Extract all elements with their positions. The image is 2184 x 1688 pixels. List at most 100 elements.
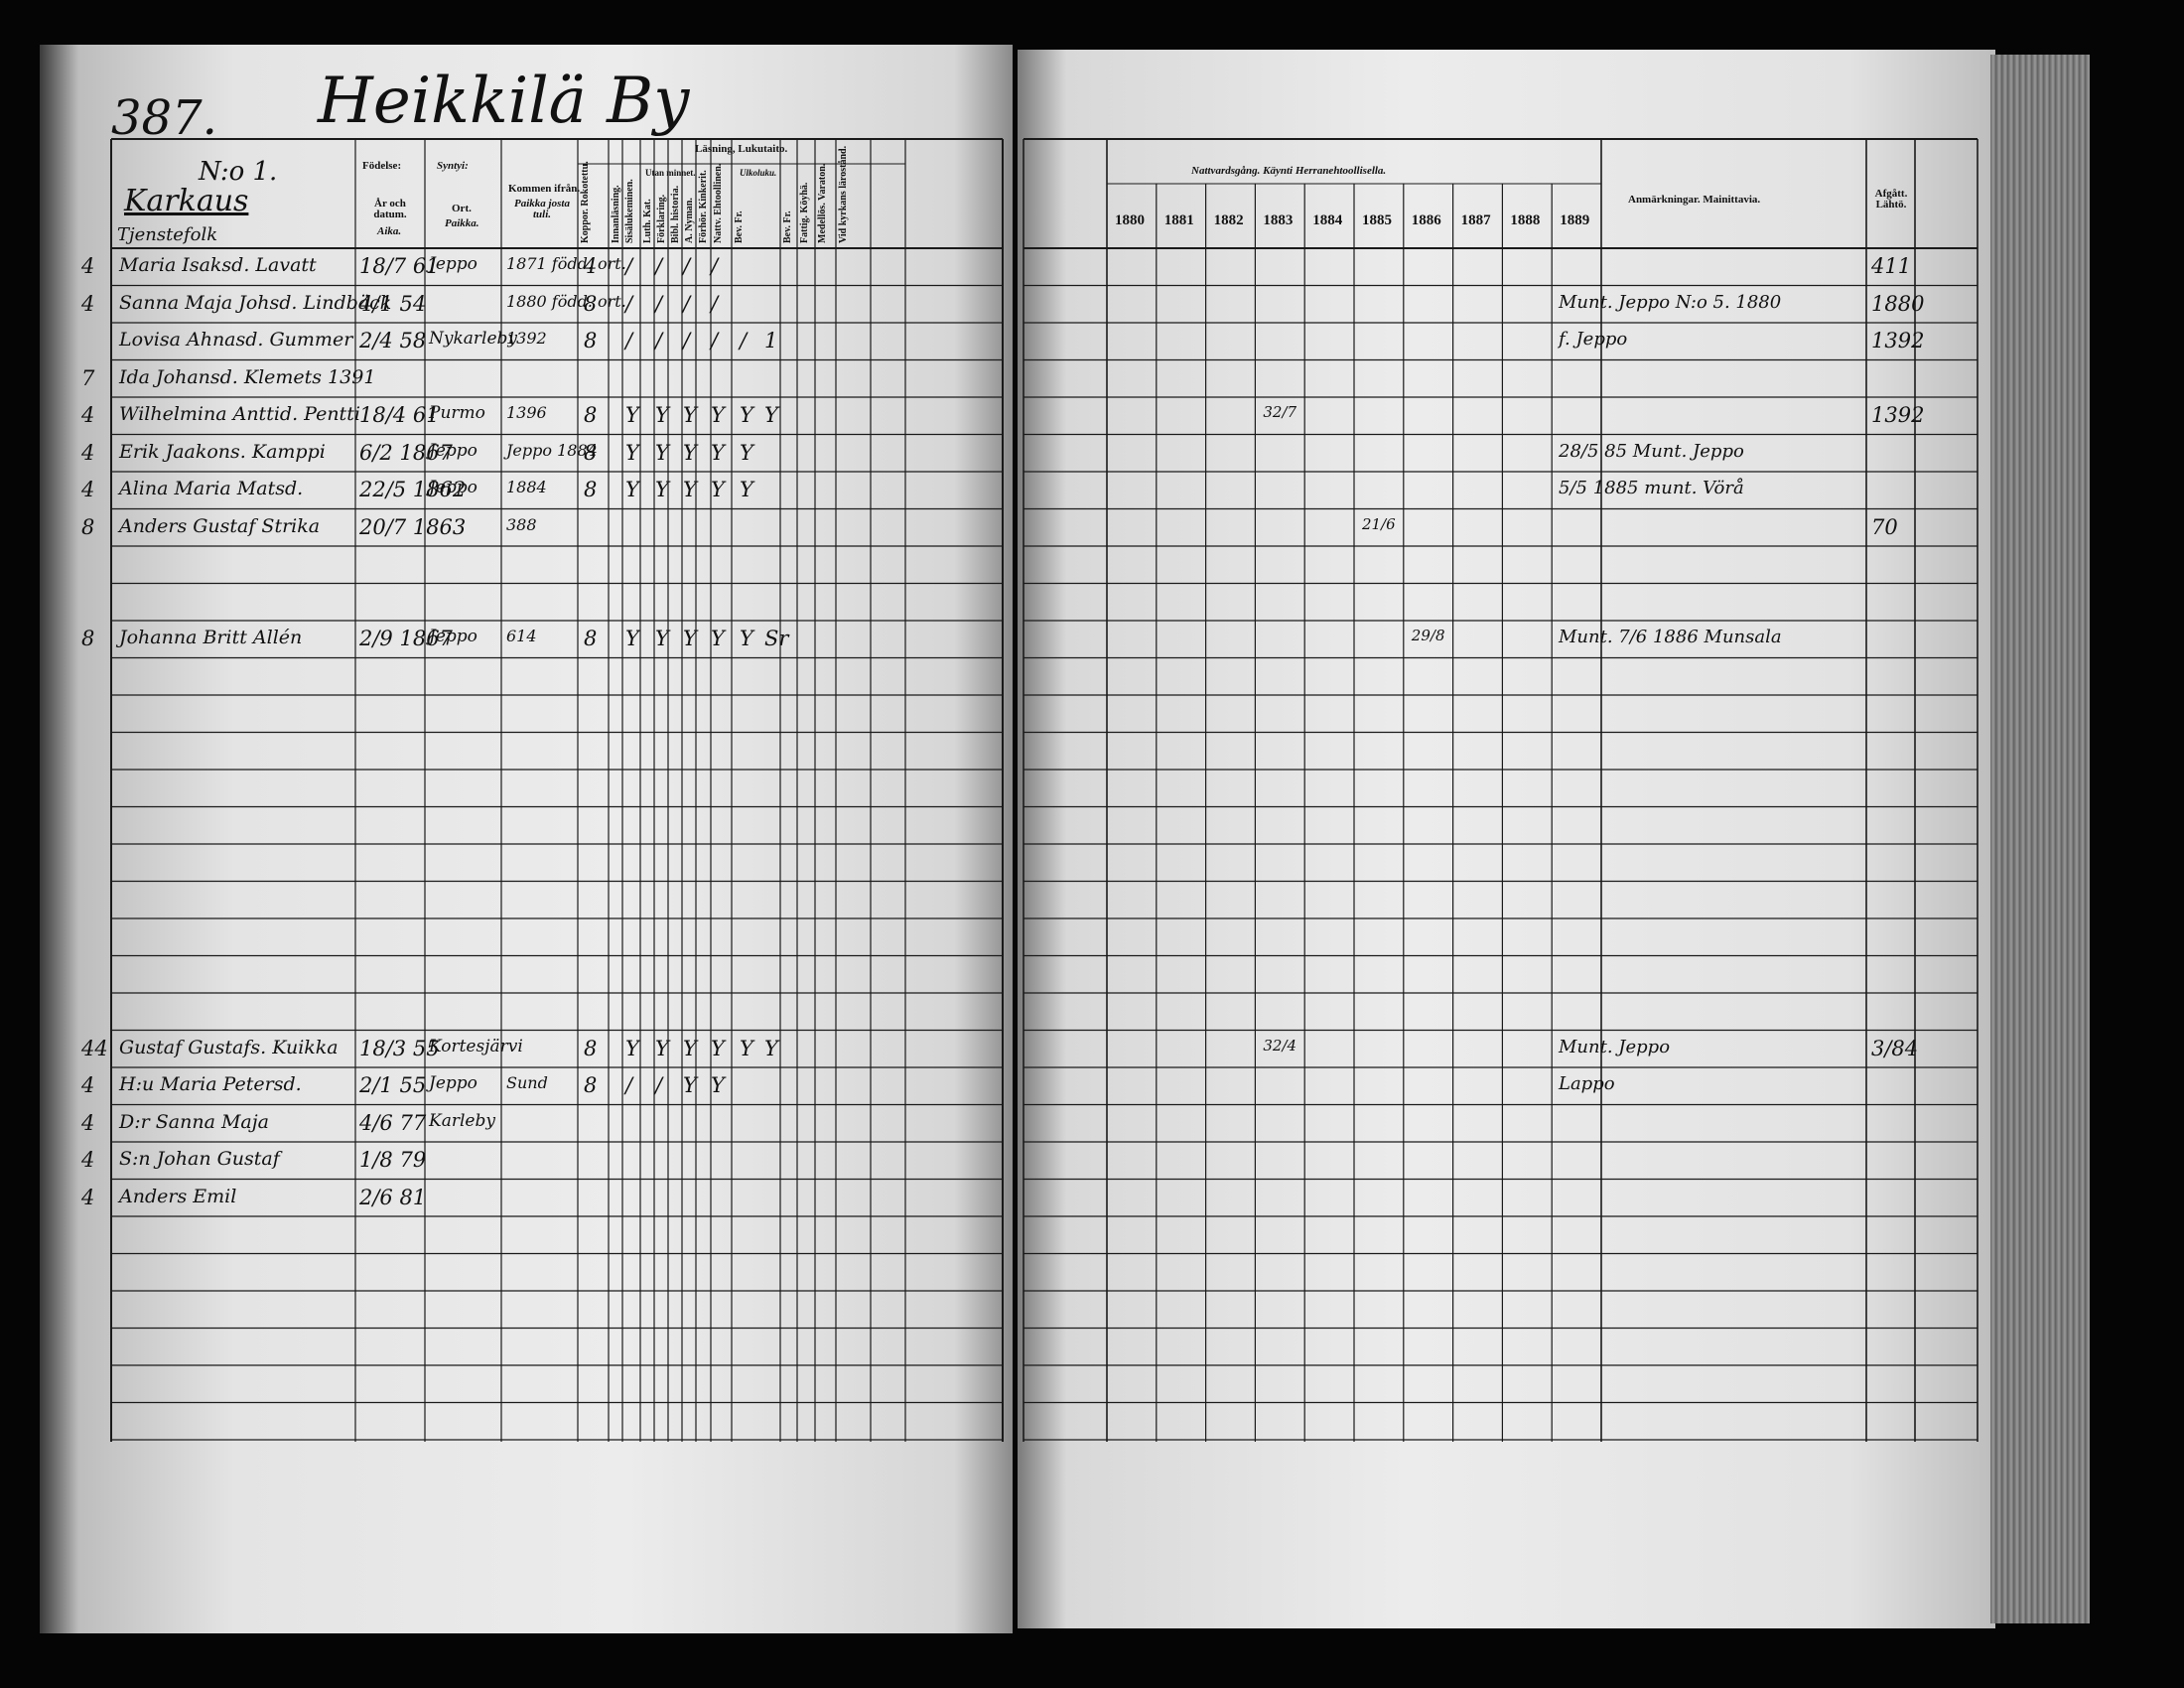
year-header: 1884 — [1312, 212, 1343, 228]
person-name: Wilhelmina Anttid. Pentti — [119, 403, 360, 425]
reading-mark: Sr — [764, 627, 789, 650]
year-header: 1881 — [1163, 212, 1194, 228]
departed: 411 — [1871, 254, 1912, 278]
person-name: Maria Isaksd. Lavatt — [119, 254, 317, 276]
header-remarks: Anmärkningar. Mainittavia. — [1628, 194, 1761, 206]
remark: Lappo — [1559, 1073, 1615, 1094]
reading-mark: Y — [740, 1036, 753, 1060]
book-edge — [1990, 55, 2090, 1623]
reading-mark: Y — [711, 478, 725, 501]
reading-mark: Y — [711, 1073, 725, 1097]
came-from: 1396 — [506, 403, 547, 422]
reading-mark: / — [683, 254, 691, 278]
birth-date: 20/7 1863 — [359, 514, 467, 539]
reading-mark: 8 — [584, 291, 598, 316]
came-from: 1884 — [506, 478, 547, 496]
reading-mark: Y — [683, 1073, 697, 1097]
reading-mark: Y — [711, 440, 725, 465]
year-header: 1885 — [1362, 212, 1392, 228]
birth-date: 2/1 55 — [359, 1073, 427, 1097]
header-by-heart: Utan minnet. — [645, 168, 696, 178]
reading-mark: / — [655, 1073, 663, 1097]
page-number: 387. — [111, 90, 217, 146]
section-label: Tjenstefolk — [117, 224, 218, 245]
remark: f. Jeppo — [1559, 329, 1628, 350]
year-header: 1887 — [1460, 212, 1491, 228]
birth-place: Jeppo — [429, 440, 478, 461]
row-marker: 4 — [81, 1185, 95, 1209]
reading-mark: / — [683, 291, 691, 316]
person-name: S:n Johan Gustaf — [119, 1148, 280, 1170]
header-year-date-fi: Aika. — [377, 225, 402, 237]
birth-place: Jeppo — [429, 1073, 478, 1093]
birth-place: Jeppo — [429, 627, 478, 646]
reading-mark: Y — [625, 1036, 639, 1060]
reading-mark: / — [655, 329, 663, 352]
year-header: 1889 — [1560, 212, 1590, 228]
person-name: Erik Jaakons. Kamppi — [119, 440, 326, 463]
birth-date: 4/6 77 — [359, 1110, 427, 1135]
row-marker: 4 — [81, 478, 95, 501]
reading-mark: Y — [740, 627, 753, 650]
birth-place: Nykarleby — [429, 329, 518, 349]
header-communion: Nattvardsgång. Käynti Herranehtoollisell… — [1191, 165, 1387, 177]
birth-place: Jeppo — [429, 478, 478, 497]
column-header: Koppor. Rokotettu. — [580, 161, 591, 243]
reading-mark: / — [625, 329, 633, 352]
column-header: Vid kyrkans lärostånd. — [838, 145, 849, 243]
birth-date: 2/6 81 — [359, 1185, 427, 1209]
column-header: Sisälukeminen. — [624, 179, 635, 243]
column-header: Bibl. historia. — [670, 185, 681, 243]
column-header: Innanläsning. — [611, 185, 621, 243]
person-name: Ida Johansd. Klemets 1391 — [119, 365, 376, 388]
column-header: Luth. Kat. — [642, 199, 653, 243]
person-name: Lovisa Ahnasd. Gummer — [119, 329, 353, 351]
year-header: 1886 — [1411, 212, 1441, 228]
header-birth: Födelse: — [362, 160, 402, 172]
row-marker: 44 — [81, 1036, 108, 1060]
birth-date: 22/5 1862 — [359, 478, 467, 501]
came-from: 1880 född. ort. — [506, 291, 626, 311]
reading-mark: Y — [625, 478, 639, 501]
reading-mark: Y — [683, 478, 697, 501]
reading-mark: / — [683, 329, 691, 352]
reading-mark: Y — [764, 403, 778, 427]
came-from: 388 — [506, 514, 537, 534]
year-header: 1880 — [1115, 212, 1145, 228]
reading-mark: Y — [655, 403, 669, 427]
person-name: H:u Maria Petersd. — [119, 1073, 302, 1095]
person-name: Anders Gustaf Strika — [119, 514, 321, 537]
person-name: Sanna Maja Johsd. Lindbäck — [119, 291, 392, 314]
row-marker: 4 — [81, 1110, 95, 1135]
reading-mark: / — [711, 329, 719, 352]
header-reading: Läsning, Lukutaito. — [695, 143, 788, 155]
person-name: D:r Sanna Maja — [119, 1110, 269, 1133]
year-header: 1882 — [1213, 212, 1244, 228]
reading-mark: Y — [764, 1036, 778, 1060]
came-from: 1871 född. ort. — [506, 254, 626, 273]
reading-mark: Y — [711, 627, 725, 650]
header-birth-fi: Syntyi: — [437, 160, 469, 172]
remark: Munt. Jeppo — [1559, 1036, 1671, 1057]
birth-date: 1/8 79 — [359, 1148, 427, 1172]
birth-date: 2/4 58 — [359, 329, 427, 352]
communion-note: 29/8 — [1411, 627, 1445, 644]
farm-number: N:o 1. — [199, 157, 278, 187]
column-header: Förklaring. — [656, 194, 667, 243]
communion-note: 32/4 — [1263, 1036, 1297, 1055]
reading-mark: Y — [711, 1036, 725, 1060]
reading-mark: Y — [683, 1036, 697, 1060]
reading-mark: Y — [655, 440, 669, 465]
left-page — [40, 45, 1013, 1633]
came-from: 614 — [506, 627, 537, 645]
column-header: Medellös. Varaton. — [817, 163, 828, 243]
communion-note: 21/6 — [1362, 514, 1396, 533]
remark: Munt. Jeppo N:o 5. 1880 — [1559, 291, 1782, 313]
came-from: Jeppo 1884 — [506, 440, 598, 460]
came-from: 1392 — [506, 329, 547, 348]
birth-date: 18/3 55 — [359, 1036, 440, 1060]
column-header: Nattv. Ehtoollinen. — [713, 163, 724, 243]
reading-mark: 8 — [584, 1036, 598, 1060]
remark: 5/5 1885 munt. Vörå — [1559, 478, 1744, 498]
